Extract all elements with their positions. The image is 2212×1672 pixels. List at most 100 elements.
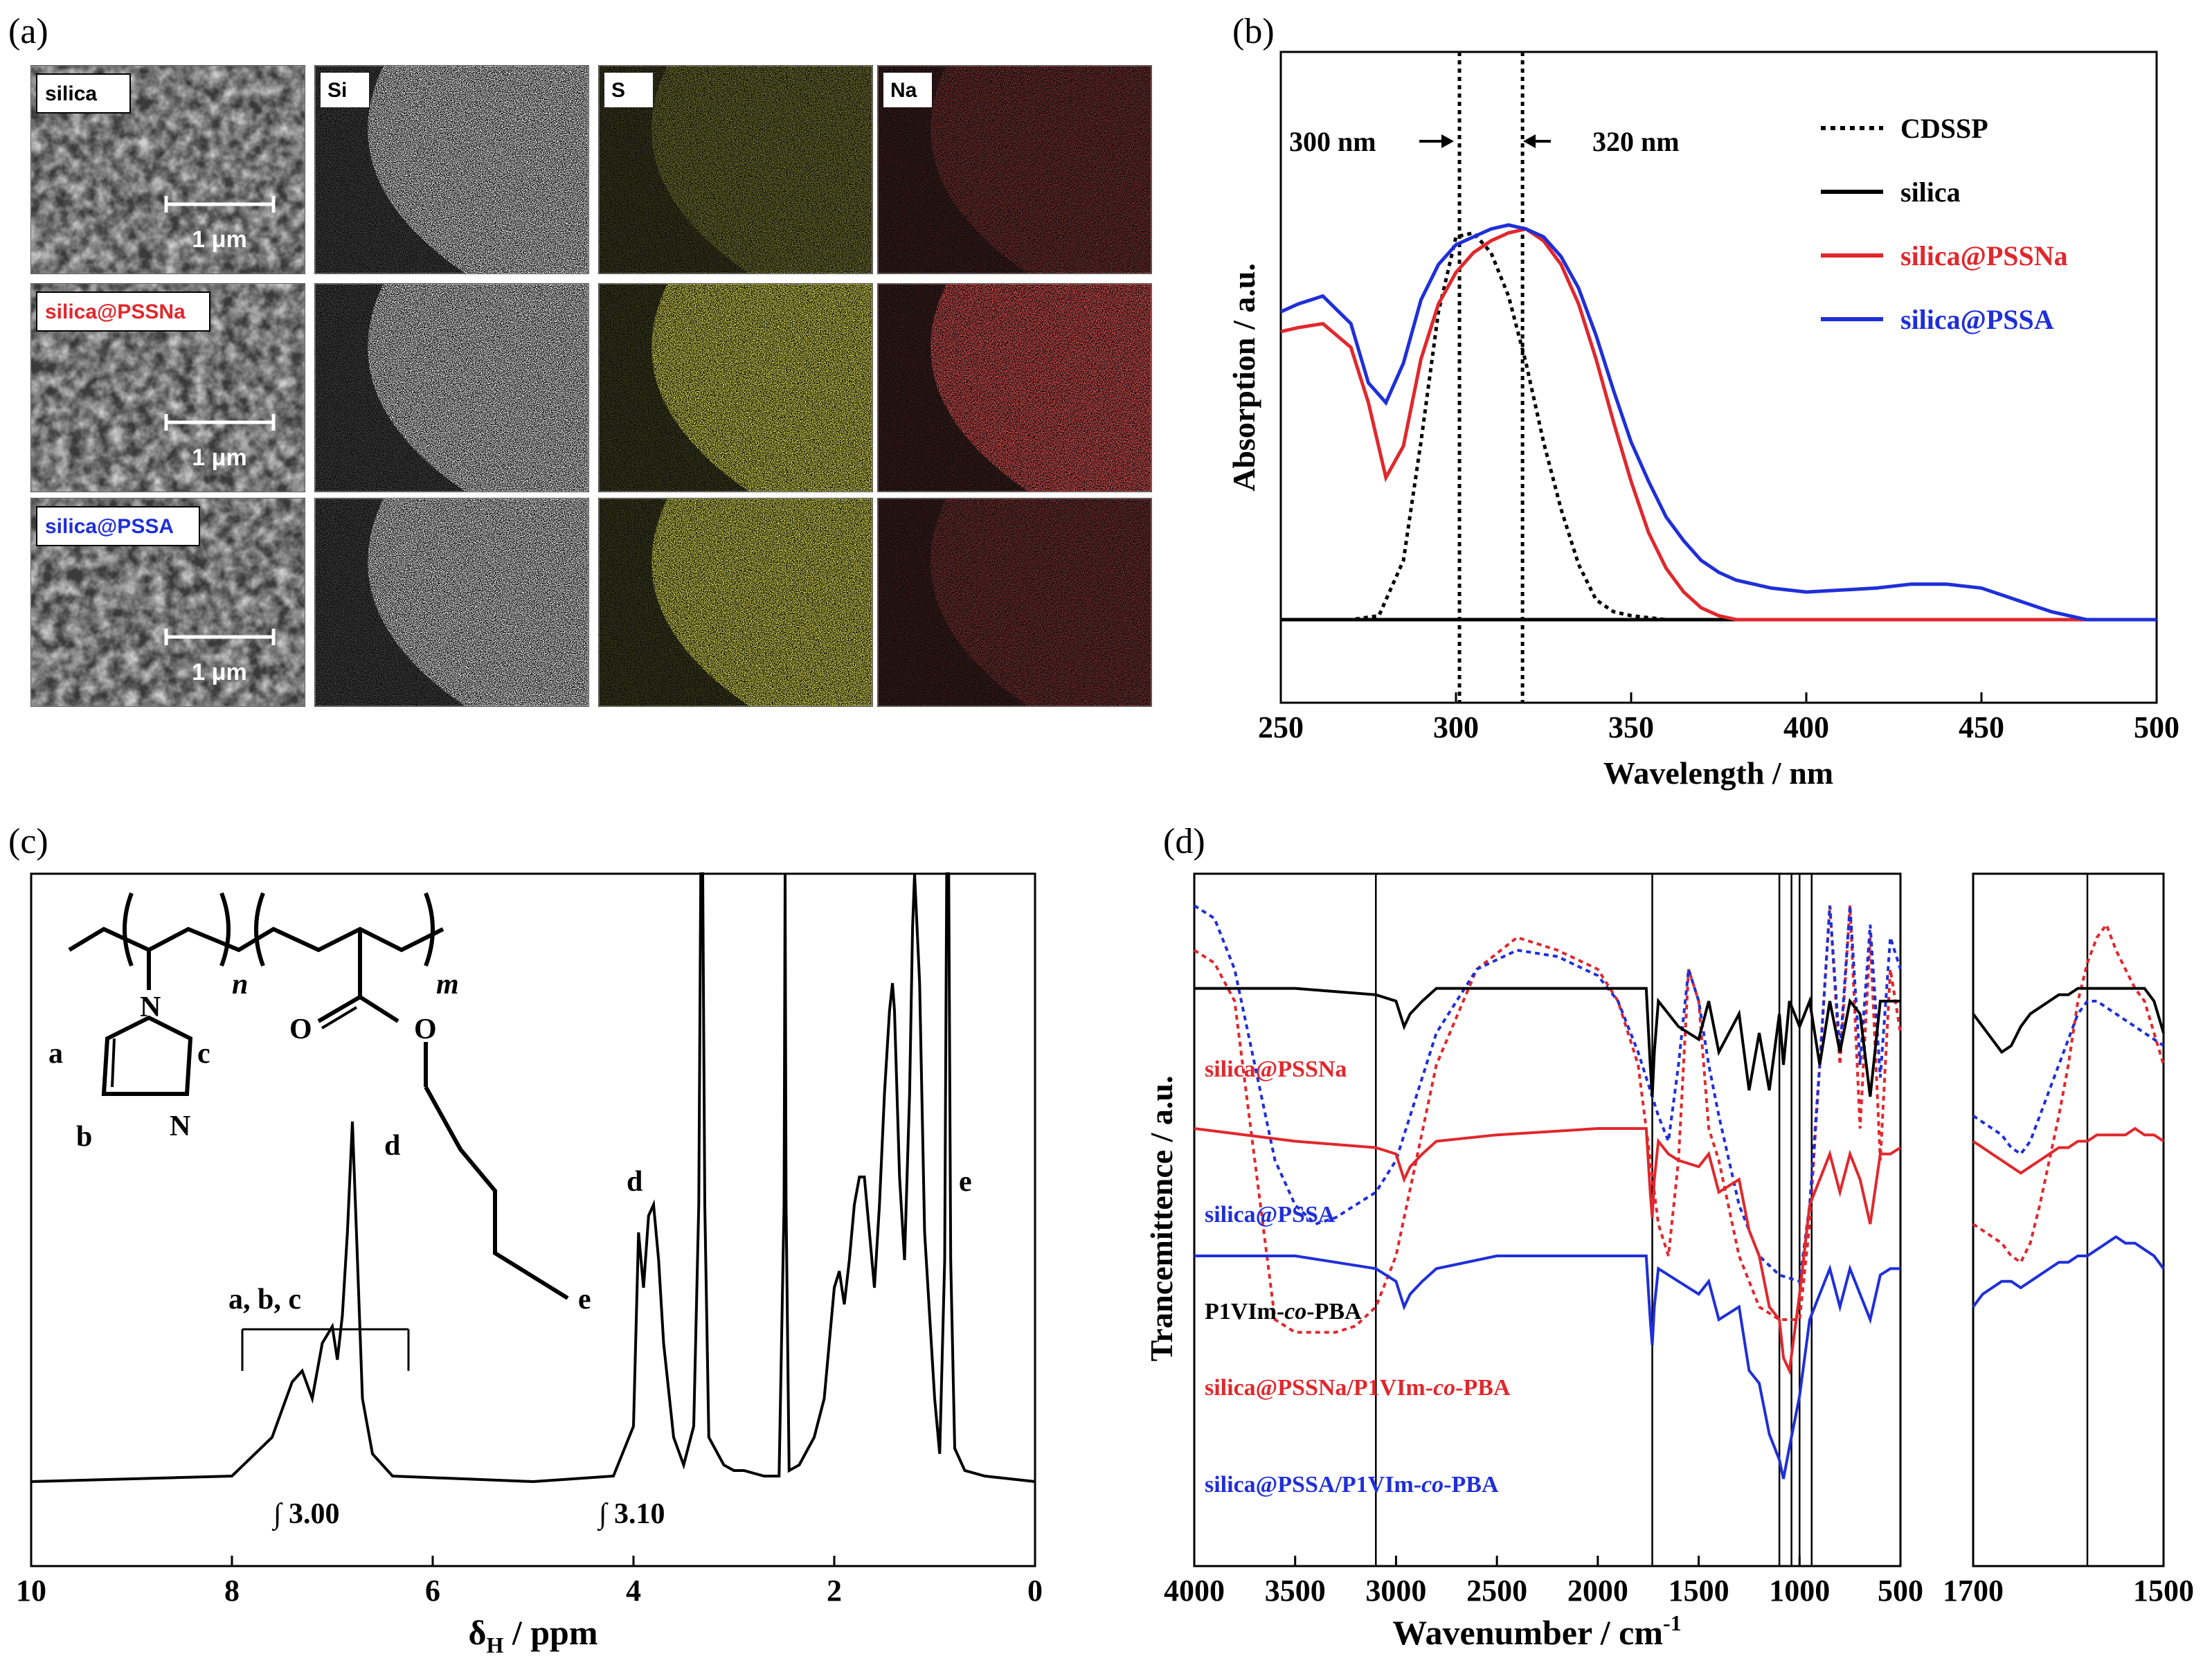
inset-series-silica@PSSA bbox=[1972, 1000, 2165, 1156]
eds-element-label: Si bbox=[321, 73, 369, 107]
panel-d-ftir-chart: 4000 3500 3000 2500 2000 1500 1000 500 1700 1500 … bbox=[1144, 872, 2194, 1652]
series-label: silica@PSSNa/P1VIm-co-PBA bbox=[1205, 1375, 1511, 1401]
eds-element-label: Na bbox=[883, 73, 932, 107]
plot-frame-d-main bbox=[1193, 872, 1902, 1567]
legend-entry: silica@PSSA bbox=[1900, 304, 2054, 335]
scale-bar: 1 μm bbox=[164, 629, 276, 685]
scale-bar-label: 1 μm bbox=[192, 226, 246, 253]
sem-label-text: silica@PSSNa bbox=[45, 300, 186, 323]
series-silica@PSSA bbox=[1193, 904, 1902, 1284]
legend-entry: silica bbox=[1900, 177, 1961, 208]
x-tick-label: 10 bbox=[16, 1574, 46, 1608]
plot-frame-c bbox=[30, 872, 1036, 1567]
x-tick-label: 300 bbox=[1433, 710, 1479, 744]
series-CDSSP bbox=[1281, 231, 2157, 622]
x-axis-label-c: δH / ppm bbox=[468, 1613, 597, 1657]
eds-map-s bbox=[598, 283, 873, 492]
plot-frame-b bbox=[1279, 51, 2158, 704]
eds-map-si bbox=[314, 498, 589, 707]
x-tick-label: 500 bbox=[1878, 1574, 1923, 1608]
peak-label-d: d bbox=[627, 1166, 642, 1198]
arrow-300nm bbox=[1419, 134, 1454, 148]
y-axis-label-d: Trancemittence / a.u. bbox=[1144, 1075, 1179, 1361]
y-axis-label-b: Absorption / a.u. bbox=[1226, 263, 1261, 492]
integration-bracket bbox=[241, 1328, 410, 1371]
eds-map-si bbox=[314, 283, 589, 492]
structure-a: a bbox=[48, 1038, 63, 1070]
x-tick-label: 1000 bbox=[1769, 1574, 1830, 1608]
series-label: P1VIm-co-PBA bbox=[1205, 1299, 1362, 1324]
structure-b: b bbox=[76, 1121, 92, 1153]
series-silica@PSSNa bbox=[1193, 905, 1902, 1334]
series-silica@PSSNa/P1VIm-co-PBA bbox=[1194, 1127, 1902, 1376]
x-tick-label: 450 bbox=[1959, 710, 2004, 744]
eds-map-s bbox=[598, 65, 873, 274]
panel-label-b: (b) bbox=[1232, 12, 1275, 51]
series-label: silica@PSSNa bbox=[1205, 1057, 1347, 1082]
eds-map-na bbox=[877, 498, 1152, 707]
structure-O2: O bbox=[414, 1014, 437, 1045]
structure-n: n bbox=[232, 969, 248, 1000]
x-tick-label: 1500 bbox=[1669, 1574, 1729, 1608]
x-tick-label: 0 bbox=[1027, 1574, 1043, 1608]
scale-bar: 1 μm bbox=[164, 196, 276, 253]
x-tick-label: 2000 bbox=[1567, 1574, 1628, 1608]
series-silica@PSSA/P1VIm-co-PBA bbox=[1194, 1255, 1900, 1480]
x-tick-label: 2 bbox=[827, 1574, 842, 1608]
panel-label-c: (c) bbox=[8, 822, 48, 861]
integral-300: ∫ 3.00 bbox=[271, 1498, 340, 1531]
x-axis-label-b: Wavelength / nm bbox=[1603, 755, 1833, 791]
inset-series-silica@PSSNa bbox=[1972, 922, 2165, 1265]
legend-entry: CDSSP bbox=[1900, 113, 1988, 144]
legend-entry: silica@PSSNa bbox=[1900, 240, 2068, 271]
scale-bar: 1 μm bbox=[164, 414, 276, 471]
structure-N2: N bbox=[170, 1111, 190, 1142]
x-tick-label: 8 bbox=[224, 1574, 240, 1608]
sem-label: silica@PSSA bbox=[36, 506, 200, 546]
plot-frame-d-inset bbox=[1972, 872, 2165, 1567]
structure-d: d bbox=[384, 1130, 400, 1162]
x-tick-label: 350 bbox=[1608, 710, 1654, 744]
inset-x-tick-label: 1500 bbox=[2133, 1574, 2194, 1608]
sem-label-text: silica@PSSA bbox=[45, 515, 174, 538]
series-label: silica@PSSA/P1VIm-co-PBA bbox=[1205, 1472, 1499, 1498]
nmr-spectrum bbox=[30, 872, 1036, 1484]
eds-map-si bbox=[314, 65, 589, 274]
x-tick-label: 400 bbox=[1783, 710, 1829, 744]
annotation-320nm: 320 nm bbox=[1592, 126, 1680, 157]
inset-series-silica@PSSA/P1VIm-co-PBA bbox=[1972, 1234, 2165, 1308]
panel-c-nmr-chart: 10 8 6 4 2 0 δH / ppm a, b, c d e ∫ 3.00 ∫ 3.… bbox=[16, 872, 1043, 1657]
panel-a-micrographs: silica 1 μm Si S Na silica@PSSNa 1 μm silica@PS… bbox=[30, 65, 1152, 707]
scale-bar-label: 1 μm bbox=[192, 444, 246, 471]
structure-N1: N bbox=[140, 991, 161, 1023]
eds-element-label-text: Si bbox=[327, 79, 347, 102]
inset-series-silica@PSSNa/P1VIm-co-PBA bbox=[1972, 1126, 2165, 1175]
peak-label-abc: a, b, c bbox=[228, 1284, 301, 1315]
x-axis-label-d: Wavenumber / cm-1 bbox=[1392, 1610, 1681, 1652]
annotation-300nm: 300 nm bbox=[1289, 126, 1376, 157]
x-tick-label: 2500 bbox=[1466, 1574, 1527, 1608]
eds-map-s bbox=[598, 498, 873, 707]
panel-label-d: (d) bbox=[1163, 822, 1205, 861]
panel-label-a: (a) bbox=[8, 12, 48, 51]
inset-series-P1VIm-co-PBA bbox=[1972, 987, 2165, 1054]
eds-element-label-text: S bbox=[611, 79, 625, 102]
panel-b-uv-vis-chart: 250 300 350 400 450 500 Wavelength / nm Absor… bbox=[1226, 51, 2179, 791]
sem-label-text: silica bbox=[45, 82, 97, 105]
x-tick-label: 500 bbox=[2134, 710, 2179, 744]
x-tick-label: 4 bbox=[626, 1574, 641, 1608]
x-tick-label: 3000 bbox=[1365, 1574, 1426, 1608]
structure-c: c bbox=[197, 1038, 210, 1070]
structure-m: m bbox=[436, 969, 459, 1000]
scale-bar-label: 1 μm bbox=[192, 659, 246, 685]
series-silica@PSSA bbox=[1279, 223, 2157, 622]
chemical-structure bbox=[68, 892, 569, 1300]
eds-map-na bbox=[877, 283, 1152, 492]
integral-310: ∫ 3.10 bbox=[597, 1498, 665, 1531]
eds-element-label: S bbox=[604, 73, 653, 107]
series-silica@PSSNa bbox=[1280, 227, 2157, 622]
structure-O1: O bbox=[289, 1014, 312, 1045]
peak-label-e: e bbox=[959, 1166, 972, 1198]
inset-x-tick-label: 1700 bbox=[1943, 1574, 2004, 1608]
